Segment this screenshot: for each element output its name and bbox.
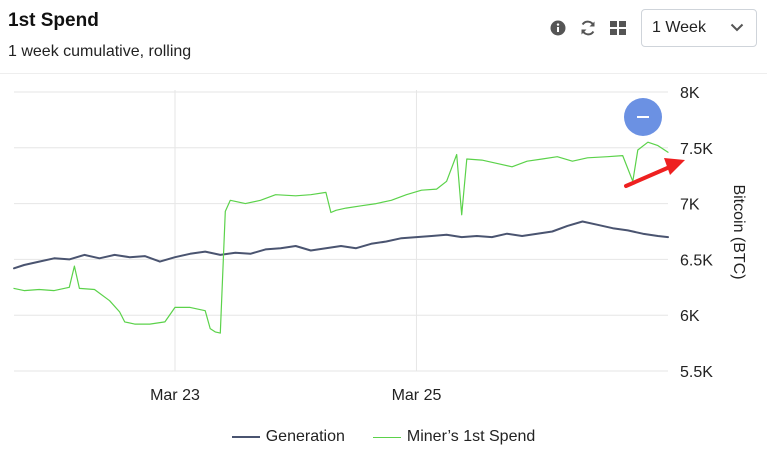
y-tick-label: 8K xyxy=(680,85,700,102)
y-tick-label: 5.5K xyxy=(680,364,713,381)
legend-item-spend[interactable]: Miner’s 1st Spend xyxy=(372,428,536,446)
zoom-out-button[interactable] xyxy=(624,98,662,136)
y-tick-label: 7.5K xyxy=(680,141,713,158)
y-tick-label: 6K xyxy=(680,308,700,325)
y-tick-label: 7K xyxy=(680,197,700,214)
legend-swatch-generation xyxy=(231,436,260,438)
page-subtitle: 1 week cumulative, rolling xyxy=(8,43,192,60)
legend-label-spend: Miner’s 1st Spend xyxy=(406,428,536,445)
minus-icon xyxy=(637,116,649,118)
legend-label-generation: Generation xyxy=(265,428,345,445)
page-title: 1st Spend xyxy=(8,10,99,31)
refresh-icon[interactable] xyxy=(573,11,603,45)
x-tick-label: Mar 25 xyxy=(392,387,442,404)
line-chart: 5.5K 6K 6.5K 7K 7.5K 8K Mar 23 Mar 25 Bitcoin (B… xyxy=(13,85,747,404)
x-tick-label: Mar 23 xyxy=(150,387,200,404)
y-tick-label: 6.5K xyxy=(680,252,713,269)
y-axis-label: Bitcoin (BTC) xyxy=(730,184,747,279)
series-line-generation xyxy=(13,220,669,270)
legend-swatch-spend xyxy=(372,436,401,438)
annotation-arrowhead xyxy=(664,158,685,175)
info-icon[interactable] xyxy=(543,11,573,45)
chevron-down-icon xyxy=(730,19,744,37)
chart-toolbar: 1 Week xyxy=(543,9,757,47)
series-line-spend xyxy=(13,141,669,334)
legend-item-generation[interactable]: Generation xyxy=(231,428,345,446)
header-divider xyxy=(0,73,767,74)
grid-icon[interactable] xyxy=(603,11,633,45)
chart-legend: Generation Miner’s 1st Spend xyxy=(0,428,767,446)
annotation-arrow xyxy=(624,164,674,188)
time-range-value: 1 Week xyxy=(652,19,706,36)
time-range-select[interactable]: 1 Week xyxy=(641,9,757,47)
